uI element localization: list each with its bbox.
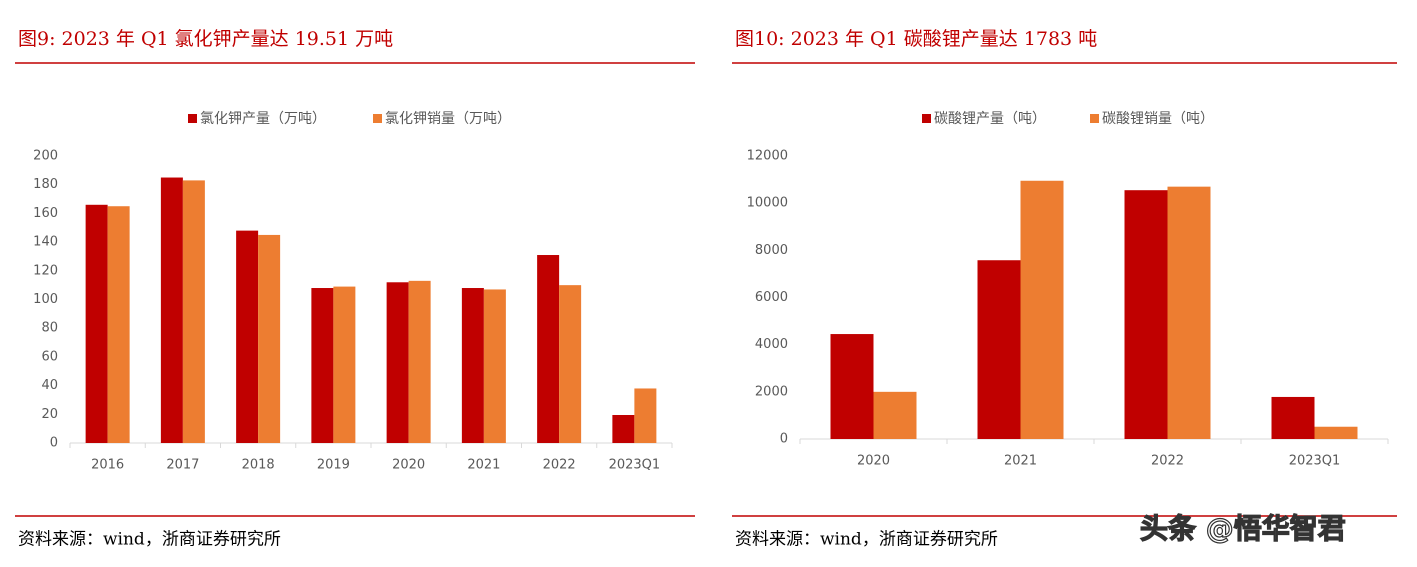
y-tick-label: 8000 bbox=[755, 243, 788, 258]
y-tick-label: 140 bbox=[33, 235, 58, 250]
bar bbox=[1124, 190, 1168, 439]
y-tick-label: 100 bbox=[33, 292, 58, 307]
x-tick-label: 2022 bbox=[1151, 454, 1184, 469]
bar bbox=[258, 234, 281, 443]
y-tick-label: 180 bbox=[33, 177, 58, 192]
x-tick-label: 2020 bbox=[392, 458, 425, 473]
bar bbox=[1167, 186, 1211, 439]
x-tick-label: 2023Q1 bbox=[609, 458, 661, 473]
bar bbox=[1271, 396, 1315, 439]
x-tick-label: 2022 bbox=[543, 458, 576, 473]
legend-label: 氯化钾产量（万吨） bbox=[200, 111, 326, 127]
x-tick-label: 2021 bbox=[1004, 454, 1037, 469]
bar bbox=[537, 255, 560, 443]
x-tick-label: 2023Q1 bbox=[1289, 454, 1341, 469]
y-tick-label: 2000 bbox=[755, 384, 788, 399]
y-tick-label: 200 bbox=[33, 149, 58, 164]
watermark: 头条 @悟华智君 bbox=[1140, 512, 1346, 545]
legend-swatch bbox=[1090, 114, 1099, 123]
source: 资料来源：wind，浙商证券研究所 bbox=[735, 530, 998, 550]
chart-title: 图10: 2023 年 Q1 碳酸锂产量达 1783 吨 bbox=[735, 28, 1097, 50]
y-tick-label: 80 bbox=[41, 321, 58, 336]
y-tick-label: 160 bbox=[33, 206, 58, 221]
y-tick-label: 0 bbox=[50, 436, 58, 451]
y-tick-label: 20 bbox=[41, 407, 58, 422]
legend-swatch bbox=[922, 114, 931, 123]
x-tick-label: 2016 bbox=[91, 458, 124, 473]
bar bbox=[236, 230, 259, 443]
y-tick-label: 120 bbox=[33, 263, 58, 278]
y-tick-label: 60 bbox=[41, 349, 58, 364]
bar bbox=[461, 288, 484, 443]
y-tick-label: 40 bbox=[41, 378, 58, 393]
bar bbox=[559, 285, 582, 443]
chart-title: 图9: 2023 年 Q1 氯化钾产量达 19.51 万吨 bbox=[18, 28, 393, 50]
source: 资料来源：wind，浙商证券研究所 bbox=[18, 530, 281, 550]
y-tick-label: 4000 bbox=[755, 337, 788, 352]
bar bbox=[1314, 426, 1358, 439]
bar bbox=[483, 289, 506, 443]
bar bbox=[182, 180, 205, 443]
legend-label: 碳酸锂产量（吨） bbox=[934, 111, 1046, 127]
bar bbox=[612, 415, 635, 443]
bar bbox=[85, 204, 108, 443]
y-tick-label: 6000 bbox=[755, 290, 788, 305]
bar bbox=[311, 288, 334, 443]
bar bbox=[333, 286, 356, 443]
x-tick-label: 2017 bbox=[166, 458, 199, 473]
legend-label: 碳酸锂销量（吨） bbox=[1102, 111, 1214, 127]
y-tick-label: 12000 bbox=[747, 149, 788, 164]
y-tick-label: 0 bbox=[780, 432, 788, 447]
legend-label: 氯化钾销量（万吨） bbox=[385, 111, 511, 127]
bar bbox=[160, 177, 183, 443]
bar bbox=[408, 280, 431, 443]
legend-swatch bbox=[373, 114, 382, 123]
y-tick-label: 10000 bbox=[747, 196, 788, 211]
bar bbox=[977, 260, 1021, 439]
x-tick-label: 2018 bbox=[242, 458, 275, 473]
x-tick-label: 2021 bbox=[467, 458, 500, 473]
bar bbox=[386, 282, 409, 443]
bar bbox=[873, 391, 917, 439]
x-tick-label: 2020 bbox=[857, 454, 890, 469]
bar bbox=[634, 388, 657, 443]
x-tick-label: 2019 bbox=[317, 458, 350, 473]
bar bbox=[1020, 180, 1064, 439]
legend-swatch bbox=[188, 114, 197, 123]
bar bbox=[107, 206, 130, 443]
bar bbox=[830, 334, 874, 439]
